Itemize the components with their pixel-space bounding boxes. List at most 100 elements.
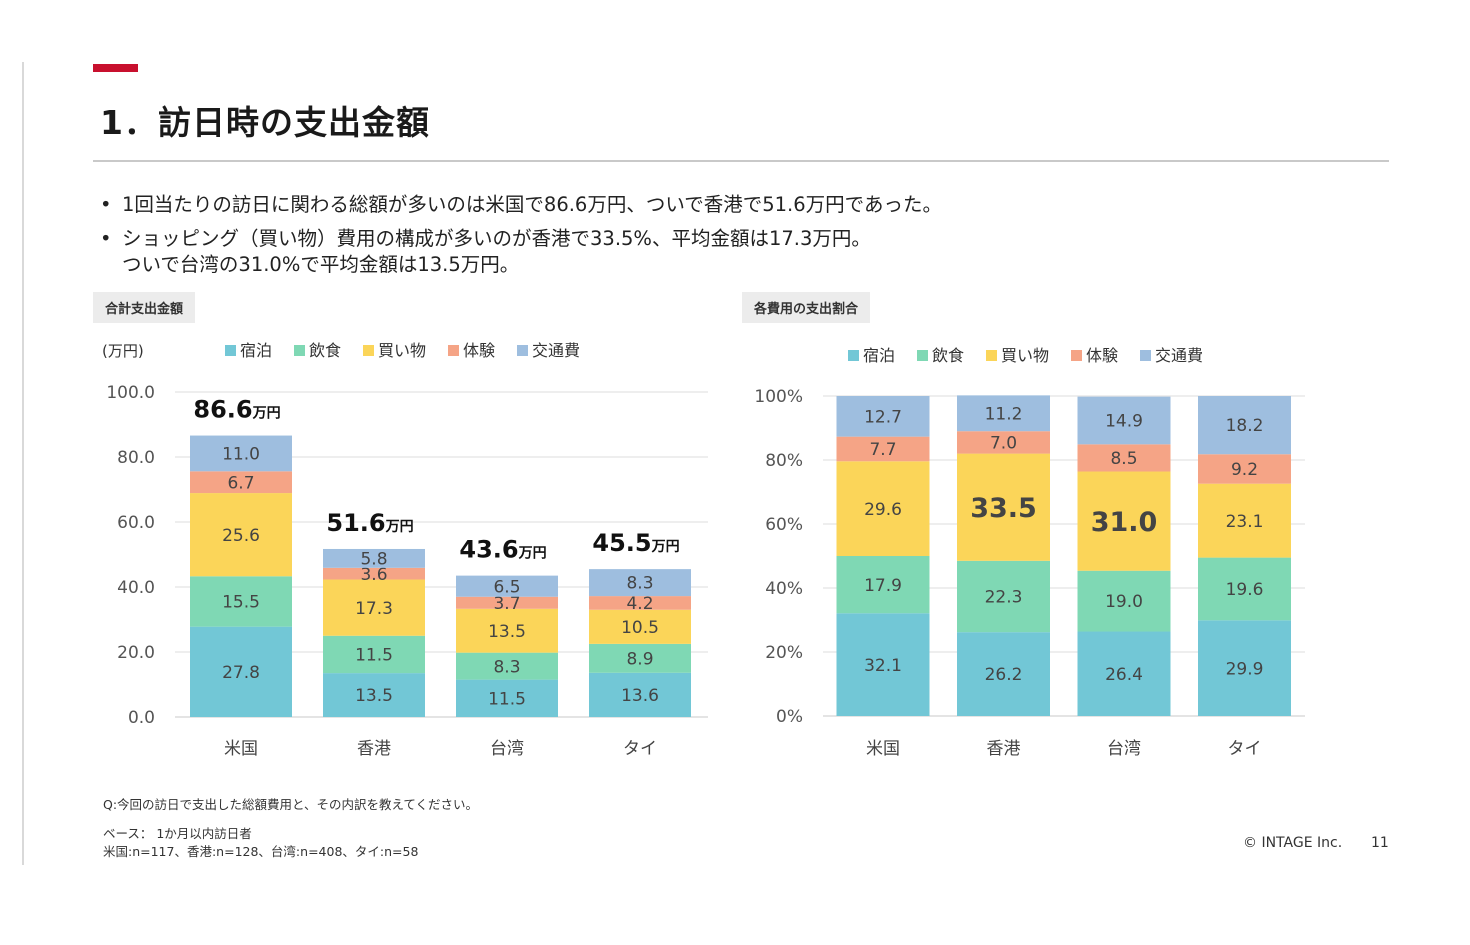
x-category-label: 香港 — [987, 739, 1021, 759]
legend-swatch — [986, 350, 997, 361]
legend-label: 買い物 — [378, 341, 426, 360]
footer-company: © INTAGE Inc. — [1243, 835, 1343, 851]
bar-segment — [1077, 396, 1171, 445]
legend-swatch — [517, 345, 528, 356]
data-label: 29.6 — [864, 500, 902, 520]
data-label: 33.5 — [970, 493, 1037, 524]
bar-segment — [836, 396, 930, 437]
page-title: 1．訪日時の支出金額 — [100, 103, 430, 142]
bar-segment — [323, 567, 425, 580]
data-label: 8.5 — [1110, 449, 1137, 469]
bar-segment — [456, 652, 558, 680]
x-category-label: 米国 — [866, 739, 900, 759]
bullet-text: 1回当たりの訪日に関わる総額が多いのは米国で86.6万円、ついで香港で51.6万… — [122, 193, 942, 216]
data-label: 11.5 — [488, 689, 526, 709]
bar-segment — [957, 560, 1050, 633]
y-unit-label: (万円) — [102, 342, 144, 360]
data-label: 11.0 — [222, 445, 260, 465]
title-divider — [93, 160, 1389, 162]
data-label: 29.9 — [1226, 659, 1264, 679]
y-tick-label: 60% — [765, 515, 803, 535]
bar-segment — [323, 548, 425, 568]
x-category-label: 米国 — [224, 739, 258, 759]
bar-segment — [323, 635, 425, 674]
bar-segment — [456, 596, 558, 609]
total-value: 86.6 — [193, 396, 252, 424]
bar-segment — [190, 493, 292, 577]
y-tick-label: 0% — [776, 707, 803, 727]
bar-segment — [957, 431, 1050, 454]
data-label: 11.5 — [355, 646, 393, 666]
page-number: 11 — [1371, 835, 1389, 851]
legend-swatch — [448, 345, 459, 356]
bar-segment — [957, 395, 1050, 432]
total-value: 43.6 — [459, 536, 518, 564]
bar-segment — [456, 608, 558, 653]
total-value: 45.5 — [592, 529, 651, 557]
data-label: 27.8 — [222, 663, 260, 683]
data-label: 7.0 — [990, 434, 1017, 454]
bar-segment — [1077, 444, 1171, 472]
bar-segment — [456, 575, 558, 597]
bar-segment — [190, 626, 292, 717]
legend-swatch — [225, 345, 236, 356]
legend-label: 飲食 — [309, 341, 341, 360]
x-category-label: タイ — [1228, 739, 1262, 759]
y-tick-label: 100% — [754, 387, 803, 407]
data-label: 3.6 — [360, 565, 387, 585]
total-label: 51.6万円 — [326, 509, 413, 537]
data-label: 13.5 — [488, 622, 526, 642]
data-label: 8.3 — [493, 657, 520, 677]
y-tick-label: 100.0 — [106, 383, 155, 403]
x-category-label: 香港 — [357, 739, 391, 759]
data-label: 14.9 — [1105, 412, 1143, 432]
bar-segment — [589, 609, 691, 644]
y-tick-label: 20% — [765, 643, 803, 663]
data-label: 11.2 — [985, 404, 1023, 424]
data-label: 6.7 — [227, 473, 254, 493]
left-border-rule — [22, 62, 24, 865]
bar-segment — [836, 461, 930, 556]
total-unit: 万円 — [518, 546, 547, 562]
data-label: 19.0 — [1105, 592, 1143, 612]
survey-question: Q:今回の訪日で支出した総額費用と、その内訳を教えてください。 — [103, 797, 479, 812]
y-tick-label: 80.0 — [117, 448, 155, 468]
legend-swatch — [363, 345, 374, 356]
legend-label: 交通費 — [532, 341, 580, 360]
data-label: 13.6 — [621, 686, 659, 706]
y-tick-label: 0.0 — [128, 708, 155, 728]
data-label: 5.8 — [360, 550, 387, 570]
total-unit: 万円 — [252, 406, 281, 422]
data-label: 6.5 — [493, 577, 520, 597]
total-label: 45.5万円 — [592, 529, 679, 557]
legend-label: 買い物 — [1001, 346, 1049, 365]
bar-segment — [323, 673, 425, 717]
data-label: 4.2 — [626, 594, 653, 614]
bar-segment — [589, 569, 691, 597]
x-category-label: 台湾 — [1107, 739, 1141, 759]
y-tick-label: 20.0 — [117, 643, 155, 663]
y-tick-label: 40% — [765, 579, 803, 599]
data-label: 8.9 — [626, 649, 653, 669]
legend-swatch — [1071, 350, 1082, 361]
bar-segment — [190, 576, 292, 627]
y-tick-label: 60.0 — [117, 513, 155, 533]
bar-segment — [1077, 471, 1171, 571]
bar-segment — [1198, 620, 1291, 716]
total-spend-chart: 0.0 20.0 40.0 60.0 80.0 100.0 (万円) 宿泊 飲食 買い物 体験 交通費… — [102, 341, 708, 759]
data-label: 9.2 — [1231, 460, 1258, 480]
total-label: 86.6万円 — [193, 396, 280, 424]
bar-segment — [1077, 631, 1171, 716]
bar-segment — [190, 471, 292, 494]
legend-label: 宿泊 — [240, 341, 272, 360]
data-label: 17.9 — [864, 576, 902, 596]
survey-base: ベース： 1か月以内訪日者 — [103, 826, 252, 841]
bullet-text-continued: ついで台湾の31.0%で平均金額は13.5万円。 — [122, 253, 520, 276]
legend-swatch — [848, 350, 859, 361]
x-category-label: タイ — [623, 739, 657, 759]
data-label: 13.5 — [355, 686, 393, 706]
bar-segment — [836, 613, 930, 716]
legend-swatch — [917, 350, 928, 361]
data-label: 10.5 — [621, 618, 659, 638]
bar-segment — [1077, 570, 1171, 632]
